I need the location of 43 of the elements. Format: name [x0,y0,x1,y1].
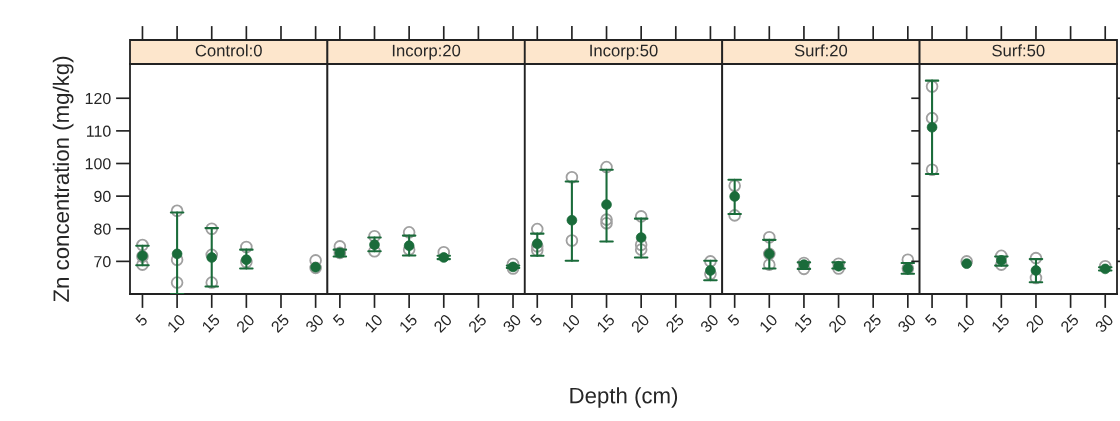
chart-title: Incorp:20 [392,44,461,60]
x-tick-label: 5 [332,313,346,327]
y-tick-label: 80 [94,223,111,235]
chart-title: Incorp:50 [590,44,658,60]
x-tick-label: 10 [364,313,384,333]
y-tick-label: 70 [94,256,111,268]
x-tick-label: 20 [235,313,256,334]
x-tick-label: 10 [758,313,779,333]
x-axis-title: Depth (cm) [570,387,678,408]
x-tick-label: 15 [398,313,418,333]
x-tick-label: 20 [630,313,651,334]
x-tick-label: 30 [897,313,917,334]
y-tick-label: 110 [87,125,111,137]
y-tick-label: 120 [85,92,111,105]
x-tick-label: 5 [529,313,543,327]
x-tick-label: 5 [727,313,741,327]
x-tick-label: 25 [665,313,685,334]
y-axis-title: Zn concentration (mg/kg) [52,56,74,302]
x-tick-label: 30 [502,313,522,334]
x-tick-label: 20 [433,313,453,334]
x-tick-label: 25 [1059,313,1080,334]
chart-title: Surf:50 [992,44,1045,57]
x-tick-label: 5 [134,313,149,327]
chart-title: Control:0 [195,44,262,57]
x-tick-label: 25 [862,313,883,334]
x-tick-label: 15 [991,313,1011,333]
x-tick-label: 10 [166,313,186,333]
x-tick-label: 10 [561,313,581,333]
x-tick-label: 15 [201,313,221,333]
x-tick-label: 5 [924,313,938,327]
y-tick-label: 90 [94,190,111,203]
y-tick-label: 100 [85,158,111,170]
x-tick-label: 10 [956,313,976,333]
chart-title: Surf:20 [794,44,848,57]
x-tick-label: 30 [1094,313,1115,334]
x-tick-label: 20 [827,313,848,334]
x-tick-label: 25 [270,313,290,334]
x-tick-label: 15 [793,313,813,333]
x-tick-label: 15 [596,313,616,333]
x-tick-label: 25 [467,313,488,334]
x-tick-label: 30 [699,313,720,334]
x-tick-label: 20 [1025,313,1045,334]
x-tick-label: 30 [304,313,325,334]
